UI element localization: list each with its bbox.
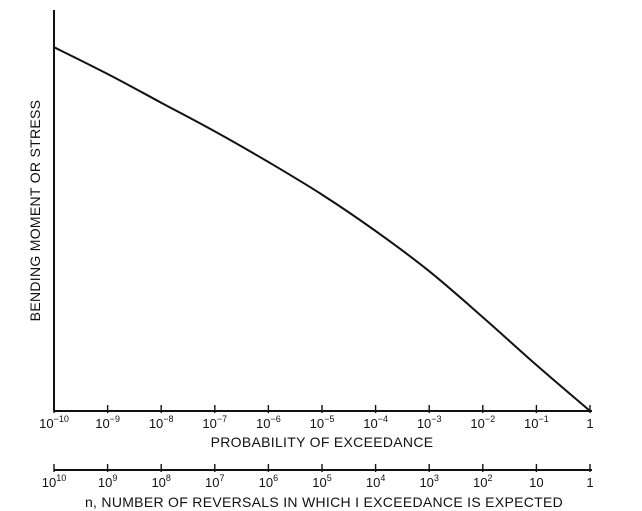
x-tick-label: 1 xyxy=(586,416,593,431)
x-tick-label: 10−2 xyxy=(470,414,495,431)
x2-tick-label: 103 xyxy=(419,473,438,490)
x2-ticks: 1010 109 108 107 106 105 104 103 102 10 1 xyxy=(42,464,594,490)
x-axis-title: PROBABILITY OF EXCEEDANCE xyxy=(211,434,434,450)
x2-tick-label: 109 xyxy=(98,473,117,490)
x-tick-label: 10−6 xyxy=(256,414,281,431)
x2-axis-title: n, NUMBER OF REVERSALS IN WHICH I EXCEED… xyxy=(85,494,563,510)
x2-tick-label: 102 xyxy=(473,473,492,490)
x2-tick-label: 1 xyxy=(586,475,593,490)
series-line xyxy=(53,46,591,412)
x-tick-label: 10−9 xyxy=(95,414,120,431)
x-tick-label: 10−7 xyxy=(202,414,227,431)
y-axis-title: BENDING MOMENT OR STRESS xyxy=(27,100,43,322)
x-tick-label: 10−4 xyxy=(363,414,388,431)
x-tick-label: 10−3 xyxy=(417,414,442,431)
x2-tick-label: 108 xyxy=(151,473,170,490)
x2-tick-label: 1010 xyxy=(42,473,66,490)
x2-tick-label: 104 xyxy=(366,473,385,490)
x2-tick-label: 107 xyxy=(205,473,224,490)
x-tick-label: 10−8 xyxy=(149,414,174,431)
x2-tick-label: 106 xyxy=(259,473,278,490)
x2-tick-label: 105 xyxy=(312,473,331,490)
x-tick-label: 10−10 xyxy=(39,414,69,431)
x-tick-label: 10−5 xyxy=(310,414,335,431)
x-tick-label: 10−1 xyxy=(524,414,549,431)
x2-tick-label: 10 xyxy=(529,475,543,490)
x-ticks: 10−10 10−9 10−8 10−7 10−6 10−5 10−4 10−3 10−2 10−… xyxy=(39,405,594,431)
